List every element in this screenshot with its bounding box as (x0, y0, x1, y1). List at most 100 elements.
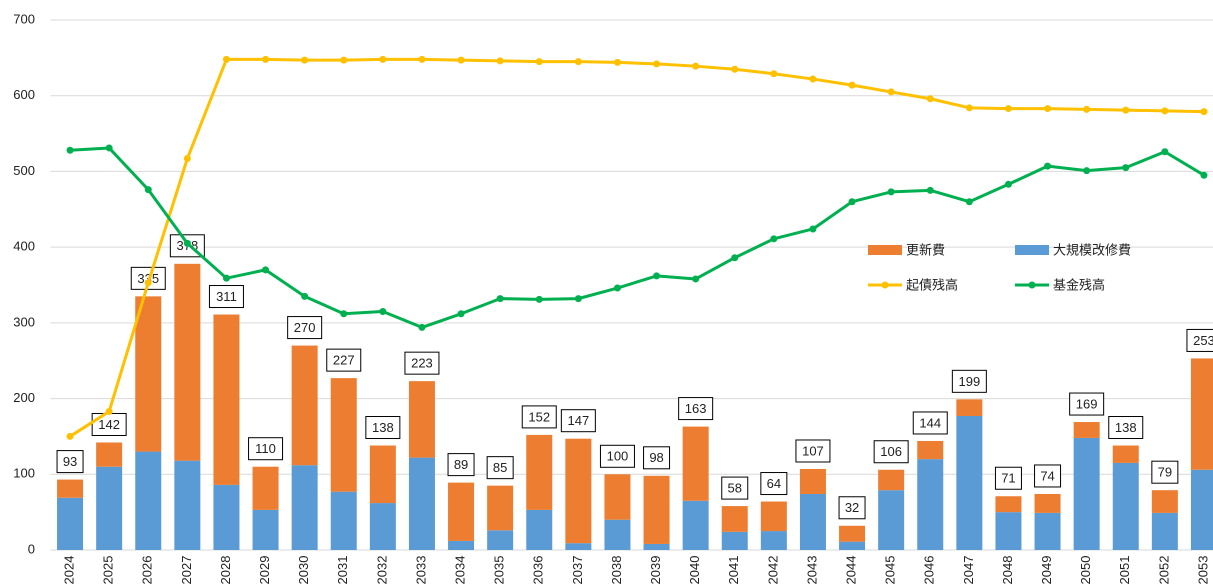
total-label: 110 (255, 441, 276, 456)
total-label: 253 (1193, 333, 1213, 348)
total-label: 152 (528, 409, 550, 424)
x-tick-label: 2051 (1117, 556, 1132, 585)
total-label: 163 (685, 401, 707, 416)
x-tick-label: 2042 (765, 556, 780, 585)
bar (565, 543, 592, 550)
bar (135, 451, 162, 550)
total-label: 311 (216, 289, 237, 304)
point (66, 432, 74, 440)
bar (1190, 469, 1213, 550)
label-box (795, 439, 831, 463)
bar (760, 501, 787, 532)
label-box (287, 316, 323, 340)
point (653, 60, 661, 68)
point (1122, 106, 1130, 114)
y-tick-label: 400 (13, 239, 35, 254)
x-tick-label: 2044 (843, 556, 858, 585)
x-tick-label: 2041 (726, 556, 741, 585)
y-tick-label: 200 (13, 390, 35, 405)
point (340, 310, 348, 318)
total-label: 223 (411, 356, 433, 371)
point (1161, 148, 1169, 156)
legend-swatch (868, 245, 902, 255)
total-label: 64 (767, 476, 781, 491)
bar (369, 445, 396, 504)
x-tick-label: 2047 (961, 556, 976, 585)
x-tick-label: 2039 (648, 556, 663, 585)
point (105, 144, 113, 152)
bar (487, 485, 514, 531)
point (183, 239, 191, 247)
bar (839, 541, 866, 550)
label-box (1151, 460, 1179, 484)
legend-marker (1028, 281, 1036, 289)
bar (1151, 512, 1178, 550)
total-label: 227 (333, 353, 355, 368)
point (926, 186, 934, 194)
point (418, 323, 426, 331)
bar (1112, 462, 1139, 550)
x-tick-label: 2036 (531, 556, 546, 585)
bar (174, 460, 201, 550)
label-box (486, 456, 514, 480)
bar (213, 484, 240, 550)
label-box (521, 405, 557, 429)
bar (1034, 512, 1061, 550)
point (809, 225, 817, 233)
legend-label: 大規模改修費 (1053, 242, 1131, 257)
total-label: 138 (372, 420, 394, 435)
label-box (912, 411, 948, 435)
total-label: 32 (845, 500, 859, 515)
x-tick-label: 2052 (1156, 556, 1171, 585)
bar (760, 531, 787, 550)
bar (1073, 422, 1100, 438)
y-tick-label: 100 (13, 466, 35, 481)
point (653, 272, 661, 280)
point (965, 198, 973, 206)
total-label: 100 (607, 449, 629, 464)
point (418, 55, 426, 63)
point (222, 55, 230, 63)
point (731, 65, 739, 73)
bar (1073, 437, 1100, 550)
x-tick-label: 2043 (804, 556, 819, 585)
total-label: 106 (880, 444, 902, 459)
x-tick-label: 2030 (296, 556, 311, 585)
bar (487, 530, 514, 550)
label-box (721, 476, 749, 500)
total-label: 142 (98, 417, 120, 432)
bar (291, 345, 318, 466)
point (1004, 105, 1012, 113)
bar (96, 466, 123, 550)
x-tick-label: 2033 (413, 556, 428, 585)
x-tick-label: 2031 (335, 556, 350, 585)
point (1044, 105, 1052, 113)
total-label: 147 (567, 413, 589, 428)
point (1200, 171, 1208, 179)
bar (252, 466, 279, 510)
bar (917, 459, 944, 550)
bar (526, 434, 553, 510)
label-box (599, 444, 635, 468)
point (457, 310, 465, 318)
point (1161, 107, 1169, 115)
x-tick-label: 2050 (1078, 556, 1093, 585)
point (848, 81, 856, 89)
bar (369, 503, 396, 550)
x-tick-label: 2026 (140, 556, 155, 585)
bar (57, 479, 84, 498)
bar (213, 314, 240, 485)
point (222, 274, 230, 282)
point (1044, 162, 1052, 170)
bar (448, 482, 475, 541)
x-tick-label: 2045 (883, 556, 898, 585)
bar (135, 296, 162, 452)
x-tick-label: 2025 (101, 556, 116, 585)
point (144, 186, 152, 194)
point (496, 57, 504, 65)
point (848, 198, 856, 206)
x-tick-label: 2049 (1039, 556, 1054, 585)
point (926, 95, 934, 103)
point (262, 55, 270, 63)
legend-marker (881, 281, 889, 289)
